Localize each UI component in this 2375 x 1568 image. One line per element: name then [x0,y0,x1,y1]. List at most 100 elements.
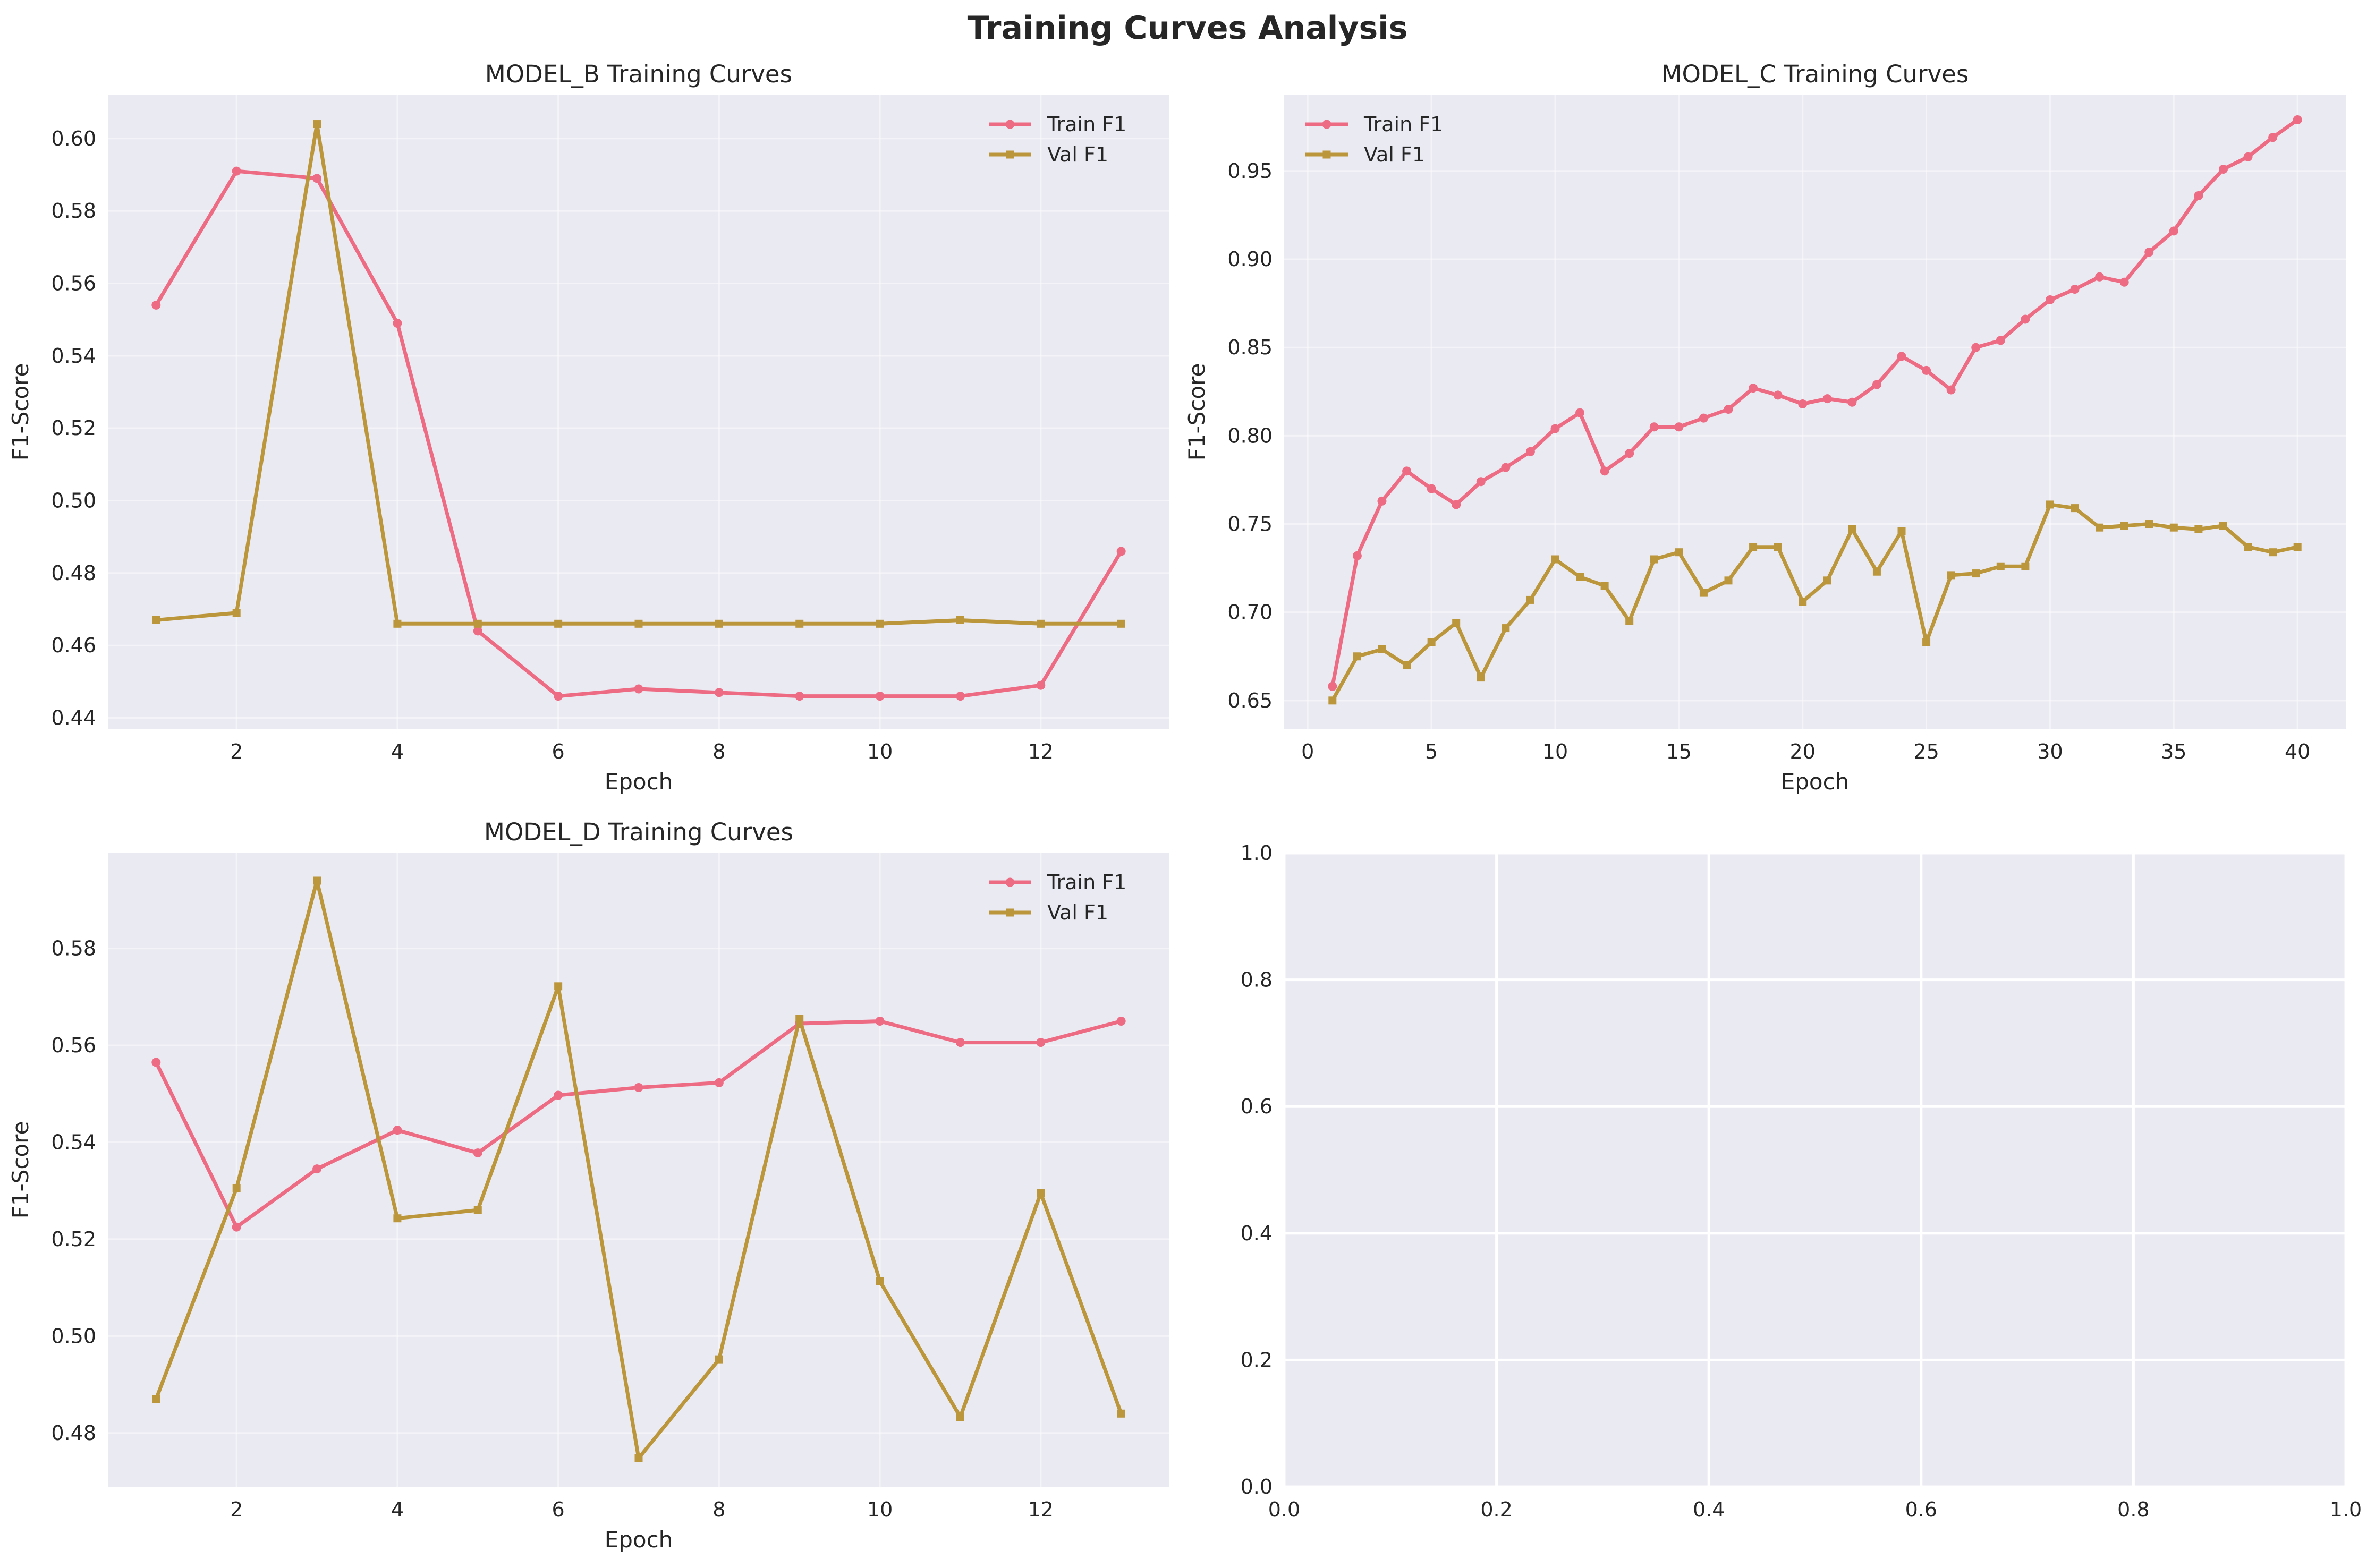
legend-marker [1006,150,1014,159]
x-tick-label: 20 [1790,740,1816,763]
data-point-circle [795,692,804,701]
data-point-square [2244,543,2252,551]
y-tick-label: 1.0 [1241,841,1273,865]
subplot-title: MODEL_D Training Curves [484,818,793,846]
data-point-circle [2218,165,2228,174]
data-point-circle [875,692,885,701]
data-point-circle [1377,496,1387,506]
x-tick-label: 2 [230,1498,243,1521]
data-point-square [2219,522,2227,530]
x-tick-label: 10 [1542,740,1568,763]
y-tick-label: 0.56 [51,1034,96,1057]
y-tick-label: 0.54 [51,1131,96,1154]
data-point-circle [2070,285,2080,294]
data-point-circle [232,166,241,176]
series-train-f1 [151,166,1126,701]
data-point-square [393,1214,402,1223]
y-tick-label: 0.85 [1227,336,1273,359]
data-point-square [2145,520,2153,529]
data-point-square [1452,619,1461,627]
x-axis-label: Epoch [605,769,673,795]
data-point-circle [473,1148,482,1158]
data-point-square [1576,573,1584,581]
data-point-square [152,1395,160,1403]
data-point-square [1403,661,1411,669]
subplot-grid: 2 4 6 8 10 120.440.460.480.500.520.540.560.58… [7,60,2362,1553]
data-point-circle [1847,397,1857,407]
x-tick-label: 12 [1028,1498,1054,1521]
data-point-square [1699,589,1708,597]
data-point-circle [1402,466,1412,476]
legend-marker [1006,908,1014,917]
x-tick-label: 12 [1028,740,1054,763]
series-val-f1 [152,120,1125,628]
data-point-circle [1116,1016,1126,1026]
data-point-circle [875,1016,885,1026]
x-tick-label: 15 [1666,740,1692,763]
data-point-square [2269,548,2277,557]
data-point-circle [2119,277,2129,287]
data-point-square [634,1454,643,1462]
y-tick-label: 0.80 [1227,424,1273,447]
x-tick-label: 6 [552,740,565,763]
x-tick-label: 0.6 [1905,1498,1937,1521]
data-point-square [1872,567,1881,576]
x-tick-label: 4 [391,1498,404,1521]
data-point-square [1922,638,1931,646]
data-point-square [232,609,241,617]
x-tick-label: 35 [2161,740,2186,763]
y-tick-label: 0.54 [51,344,96,368]
y-tick-label: 0.8 [1241,968,1273,992]
data-point-circle [2243,152,2253,161]
data-point-square [1037,1189,1045,1197]
data-point-square [715,619,723,628]
data-point-square [795,1015,804,1023]
y-tick-label: 0.58 [51,937,96,960]
figure-title: Training Curves Analysis [968,10,1408,47]
data-point-circle [1699,413,1708,423]
y-tick-label: 0.58 [51,199,96,223]
data-point-square [1972,569,1980,578]
data-point-square [634,619,643,628]
data-point-circle [1996,336,2005,345]
data-point-circle [1575,408,1585,417]
data-point-square [1947,571,1955,580]
data-point-circle [1822,394,1832,404]
data-point-circle [473,626,482,636]
data-point-circle [1427,484,1436,493]
series-train-f1 [1328,115,2302,691]
subplot-title: MODEL_B Training Curves [485,60,792,88]
subplot-1: 2 4 6 8 10 12 0.44 0.46 0.48 0.50 0.52 0.54 0.56 0.58… [7,60,1169,795]
legend-label: Train F1 [1363,113,1443,136]
y-tick-label: 0.4 [1241,1222,1273,1245]
data-point-square [1328,696,1337,705]
data-point-circle [1749,384,1758,393]
y-tick-label: 0.46 [51,634,96,657]
data-point-square [1117,1409,1125,1418]
y-tick-label: 0.70 [1227,601,1273,624]
data-point-circle [1971,343,1981,352]
y-tick-label: 0.65 [1227,689,1273,712]
data-point-square [2046,500,2054,509]
data-point-circle [2169,226,2178,236]
data-point-circle [1452,500,1461,509]
data-point-square [956,1413,964,1421]
axes-background [108,95,1169,729]
data-point-square [473,619,482,628]
subplot-2: 0 5 10 15 20 25 30 35 40 0.65 0.70 0.75 0.80 0.85 0.90… [1184,60,2346,795]
data-point-square [1724,576,1733,585]
x-tick-label: 0.0 [1268,1498,1300,1521]
data-point-circle [1501,463,1511,472]
data-point-square [1848,525,1856,533]
data-point-circle [151,1058,161,1067]
y-tick-label: 0.50 [51,1324,96,1348]
series-val-f1 [1328,500,2302,705]
x-tick-label: 10 [867,740,893,763]
data-point-square [2021,562,2030,570]
data-point-circle [393,318,402,328]
axes-background [108,853,1169,1487]
legend: Train F1 Val F1 [989,113,1126,166]
data-point-circle [1476,477,1486,487]
data-point-circle [554,692,563,701]
y-tick-label: 0.60 [51,127,96,150]
